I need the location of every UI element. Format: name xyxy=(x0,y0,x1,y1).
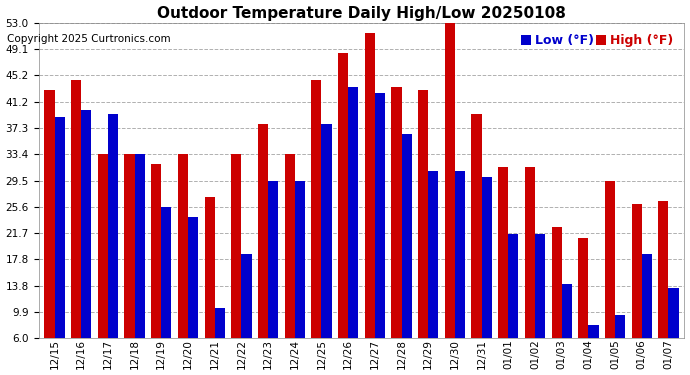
Bar xyxy=(295,181,305,375)
Bar xyxy=(81,110,91,375)
Bar xyxy=(151,164,161,375)
Bar xyxy=(418,90,428,375)
Bar xyxy=(391,87,402,375)
Bar xyxy=(445,23,455,375)
Bar xyxy=(375,93,385,375)
Bar xyxy=(348,87,358,375)
Bar xyxy=(108,114,118,375)
Bar xyxy=(482,177,492,375)
Bar xyxy=(338,53,348,375)
Bar xyxy=(55,117,65,375)
Bar xyxy=(231,154,241,375)
Bar xyxy=(428,171,438,375)
Title: Outdoor Temperature Daily High/Low 20250108: Outdoor Temperature Daily High/Low 20250… xyxy=(157,6,566,21)
Bar xyxy=(605,181,615,375)
Bar xyxy=(669,288,678,375)
Bar xyxy=(188,217,198,375)
Bar xyxy=(322,124,332,375)
Bar xyxy=(268,181,278,375)
Bar xyxy=(402,134,412,375)
Bar xyxy=(562,285,572,375)
Bar xyxy=(615,315,625,375)
Bar xyxy=(71,80,81,375)
Bar xyxy=(658,201,669,375)
Bar xyxy=(204,197,215,375)
Bar xyxy=(578,237,589,375)
Bar xyxy=(241,254,252,375)
Bar xyxy=(525,167,535,375)
Bar xyxy=(215,308,225,375)
Bar xyxy=(498,167,509,375)
Bar xyxy=(471,114,482,375)
Bar xyxy=(631,204,642,375)
Bar xyxy=(178,154,188,375)
Bar xyxy=(161,207,171,375)
Bar xyxy=(589,325,598,375)
Legend: Low (°F), High (°F): Low (°F), High (°F) xyxy=(516,29,678,52)
Bar xyxy=(365,33,375,375)
Bar xyxy=(509,234,518,375)
Bar xyxy=(98,154,108,375)
Bar xyxy=(135,154,145,375)
Bar xyxy=(44,90,55,375)
Bar xyxy=(124,154,135,375)
Bar xyxy=(455,171,465,375)
Bar xyxy=(311,80,322,375)
Text: Copyright 2025 Curtronics.com: Copyright 2025 Curtronics.com xyxy=(7,34,170,44)
Bar xyxy=(551,228,562,375)
Bar xyxy=(642,254,652,375)
Bar xyxy=(535,234,545,375)
Bar xyxy=(284,154,295,375)
Bar xyxy=(258,124,268,375)
